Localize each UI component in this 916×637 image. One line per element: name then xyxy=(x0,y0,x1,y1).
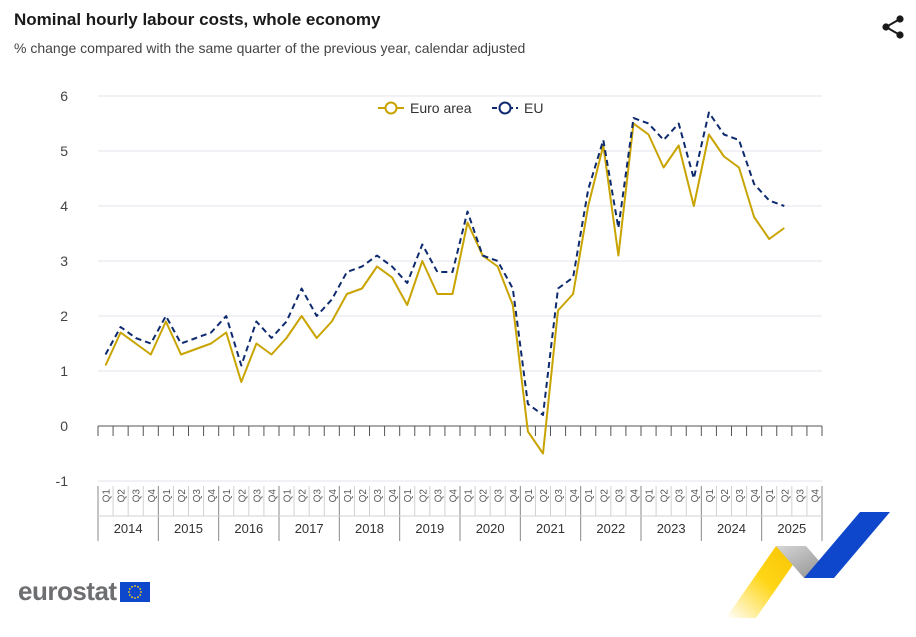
y-tick-label: 0 xyxy=(60,418,68,434)
y-tick-label: -1 xyxy=(56,473,69,489)
quarter-tick-label: Q3 xyxy=(192,489,203,503)
quarter-tick-label: Q2 xyxy=(479,489,490,503)
line-chart: -1 0 1 2 3 4 5 6 Q1 Q2 Q3 Q4 2014 Q1 Q2 Q3 Q4 2015 Q1 Q2 Q3 Q… xyxy=(56,88,823,541)
y-tick-label: 2 xyxy=(60,308,68,324)
y-tick-label: 4 xyxy=(60,198,68,214)
legend-marker-euro-area xyxy=(384,101,398,115)
year-tick-label: 2014 xyxy=(114,521,143,536)
year-tick-label: 2015 xyxy=(174,521,203,536)
quarter-tick-label: Q2 xyxy=(117,489,128,503)
quarter-tick-label: Q3 xyxy=(614,489,625,503)
quarter-tick-label: Q2 xyxy=(780,489,791,503)
quarter-tick-label: Q3 xyxy=(735,489,746,503)
series-line-euro-area xyxy=(104,122,785,455)
year-tick-label: 2025 xyxy=(777,521,806,536)
quarter-tick-label: Q1 xyxy=(584,489,595,503)
quarter-tick-label: Q1 xyxy=(222,489,233,503)
quarter-tick-label: Q4 xyxy=(388,489,399,503)
quarter-tick-label: Q1 xyxy=(524,489,535,503)
quarter-tick-label: Q1 xyxy=(162,489,173,503)
quarter-tick-label: Q1 xyxy=(343,489,354,503)
quarter-tick-label: Q1 xyxy=(102,489,113,503)
year-tick-label: 2016 xyxy=(234,521,263,536)
quarter-tick-label: Q3 xyxy=(433,489,444,503)
legend-label-euro-area: Euro area xyxy=(410,100,472,116)
quarter-tick-label: Q4 xyxy=(147,489,158,503)
quarter-tick-label: Q2 xyxy=(237,489,248,503)
quarter-tick-label: Q2 xyxy=(177,489,188,503)
quarter-tick-label: Q3 xyxy=(313,489,324,503)
legend-marker-eu xyxy=(498,101,512,115)
quarter-tick-label: Q4 xyxy=(267,489,278,503)
legend-label-eu: EU xyxy=(524,100,543,116)
quarter-tick-label: Q3 xyxy=(554,489,565,503)
quarter-tick-label: Q2 xyxy=(298,489,309,503)
quarter-tick-label: Q2 xyxy=(660,489,671,503)
chart-title: Nominal hourly labour costs, whole econo… xyxy=(14,10,381,29)
year-tick-label: 2022 xyxy=(596,521,625,536)
quarter-tick-label: Q4 xyxy=(569,489,580,503)
share-icon[interactable] xyxy=(880,14,906,40)
quarter-tick-label: Q3 xyxy=(675,489,686,503)
year-tick-label: 2023 xyxy=(657,521,686,536)
quarter-tick-label: Q2 xyxy=(418,489,429,503)
y-tick-label: 1 xyxy=(60,363,68,379)
year-tick-label: 2021 xyxy=(536,521,565,536)
quarter-tick-label: Q1 xyxy=(464,489,475,503)
quarter-tick-label: Q1 xyxy=(403,489,414,503)
quarter-tick-label: Q1 xyxy=(705,489,716,503)
quarter-tick-label: Q1 xyxy=(645,489,656,503)
quarter-tick-label: Q4 xyxy=(810,489,821,503)
quarter-tick-label: Q4 xyxy=(629,489,640,503)
quarter-tick-label: Q4 xyxy=(207,489,218,503)
quarter-tick-label: Q3 xyxy=(795,489,806,503)
quarter-tick-label: Q4 xyxy=(448,489,459,503)
quarter-tick-label: Q4 xyxy=(328,489,339,503)
quarter-tick-label: Q1 xyxy=(283,489,294,503)
series-line-eu xyxy=(104,111,785,416)
quarter-tick-label: Q3 xyxy=(132,489,143,503)
quarter-tick-label: Q2 xyxy=(599,489,610,503)
quarter-tick-label: Q4 xyxy=(750,489,761,503)
eu-flag-icon xyxy=(119,581,150,602)
year-tick-label: 2020 xyxy=(476,521,505,536)
y-tick-label: 3 xyxy=(60,253,68,269)
chart-subtitle: % change compared with the same quarter … xyxy=(14,40,526,56)
year-tick-label: 2018 xyxy=(355,521,384,536)
eurostat-logo: eurostat xyxy=(18,576,150,607)
year-tick-label: 2017 xyxy=(295,521,324,536)
quarter-tick-label: Q1 xyxy=(765,489,776,503)
quarter-tick-label: Q4 xyxy=(509,489,520,503)
year-tick-label: 2019 xyxy=(415,521,444,536)
quarter-tick-label: Q3 xyxy=(494,489,505,503)
logo-text: eurostat xyxy=(18,576,117,606)
quarter-tick-label: Q3 xyxy=(252,489,263,503)
year-tick-label: 2024 xyxy=(717,521,746,536)
quarter-tick-label: Q2 xyxy=(720,489,731,503)
quarter-tick-label: Q3 xyxy=(373,489,384,503)
quarter-tick-label: Q4 xyxy=(690,489,701,503)
decorative-ribbon-graphic xyxy=(726,512,890,618)
y-tick-label: 5 xyxy=(60,143,68,159)
quarter-tick-label: Q2 xyxy=(358,489,369,503)
y-tick-label: 6 xyxy=(60,88,68,104)
quarter-tick-label: Q2 xyxy=(539,489,550,503)
